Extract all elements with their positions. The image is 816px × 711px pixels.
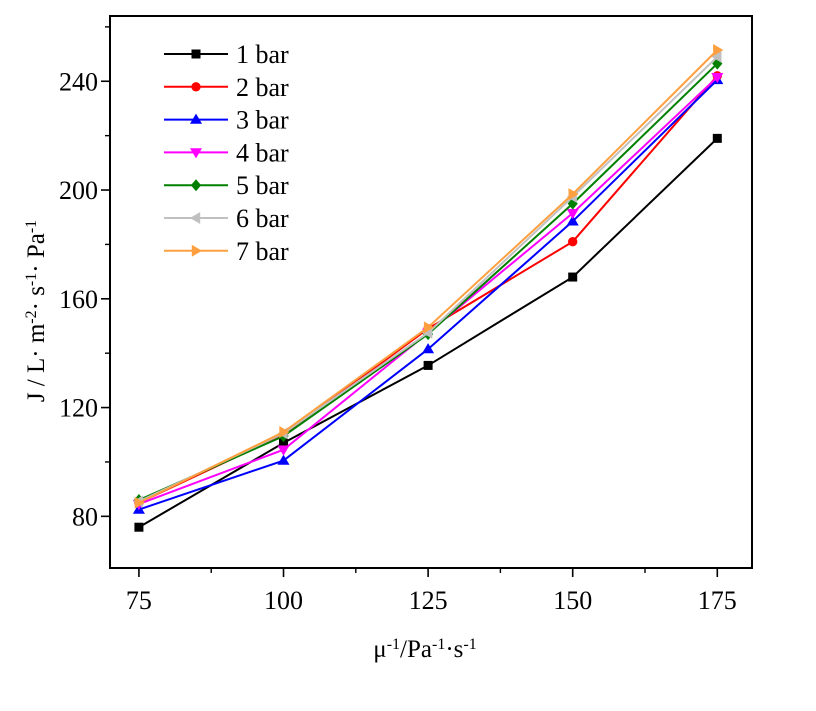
legend-label: 2 bar bbox=[236, 73, 289, 102]
data-point-marker bbox=[713, 43, 724, 56]
data-point-marker bbox=[279, 426, 290, 439]
legend-label: 4 bar bbox=[236, 138, 289, 167]
y-axis-title: J / L· m-2· s-1· Pa-1 bbox=[23, 220, 51, 402]
legend-item: 2 bar bbox=[164, 73, 289, 102]
plot-frame bbox=[109, 15, 753, 569]
data-point-marker bbox=[568, 272, 578, 282]
data-point-marker bbox=[566, 215, 579, 226]
plot-area-border bbox=[109, 15, 753, 569]
data-point-marker bbox=[423, 321, 435, 334]
legend-item: 4 bar bbox=[164, 138, 289, 167]
data-point-marker bbox=[190, 113, 202, 124]
data-point-marker bbox=[191, 82, 201, 92]
series-1-bar bbox=[134, 133, 722, 532]
data-point-marker bbox=[279, 438, 289, 448]
series-group bbox=[132, 43, 724, 532]
legend-item: 1 bar bbox=[164, 40, 289, 69]
data-point-marker bbox=[191, 244, 202, 257]
data-point-marker bbox=[422, 343, 435, 354]
series-line bbox=[138, 79, 718, 511]
series-3-bar bbox=[132, 73, 724, 514]
series-4-bar bbox=[132, 72, 724, 511]
legend-item: 3 bar bbox=[164, 106, 289, 135]
series-line bbox=[138, 56, 718, 503]
legend-item: 7 bar bbox=[164, 237, 289, 266]
data-point-marker bbox=[566, 208, 579, 220]
y-tick-label: 160 bbox=[59, 285, 98, 314]
x-tick-label: 100 bbox=[264, 586, 303, 615]
data-point-marker bbox=[134, 496, 145, 509]
legend-label: 3 bar bbox=[236, 106, 289, 135]
data-point-marker bbox=[190, 212, 201, 224]
legend-label: 1 bar bbox=[236, 40, 289, 69]
y-tick-label: 80 bbox=[72, 502, 98, 531]
legend-label: 7 bar bbox=[236, 237, 289, 266]
x-tick-label: 125 bbox=[409, 586, 448, 615]
legend-label: 6 bar bbox=[236, 204, 289, 233]
legend-item: 6 bar bbox=[164, 204, 289, 233]
x-tick-label: 75 bbox=[126, 586, 152, 615]
x-tick-label: 175 bbox=[698, 586, 737, 615]
legend: 1 bar 2 bar 3 bar 4 bar 5 bar 6 bar 7 bar bbox=[164, 40, 289, 266]
data-point-marker bbox=[423, 360, 433, 370]
data-point-marker bbox=[568, 237, 578, 247]
data-point-marker bbox=[277, 445, 290, 456]
data-point-marker bbox=[711, 50, 722, 63]
y-tick-label: 240 bbox=[59, 67, 98, 96]
y-tick-label: 200 bbox=[59, 176, 98, 205]
data-point-marker bbox=[190, 179, 202, 192]
data-point-marker bbox=[190, 148, 202, 159]
y-tick-label: 120 bbox=[59, 394, 98, 423]
data-point-marker bbox=[191, 49, 201, 59]
series-line bbox=[138, 49, 719, 504]
data-point-marker bbox=[568, 188, 579, 201]
data-point-marker bbox=[277, 454, 290, 465]
series-7-bar bbox=[134, 43, 724, 509]
x-tick-label: 150 bbox=[553, 586, 592, 615]
x-axis-title: μ-1/Pa-1·s-1 bbox=[373, 636, 476, 664]
data-point-marker bbox=[134, 522, 144, 532]
series-5-bar bbox=[133, 57, 723, 507]
data-point-marker bbox=[712, 133, 722, 143]
series-line bbox=[138, 62, 718, 501]
data-point-marker bbox=[711, 72, 724, 84]
axis-ticks: 75 100 125 150 175 80 120 160 200 240 bbox=[59, 26, 737, 615]
legend-label: 5 bar bbox=[236, 171, 289, 200]
legend-item: 5 bar bbox=[164, 171, 289, 200]
